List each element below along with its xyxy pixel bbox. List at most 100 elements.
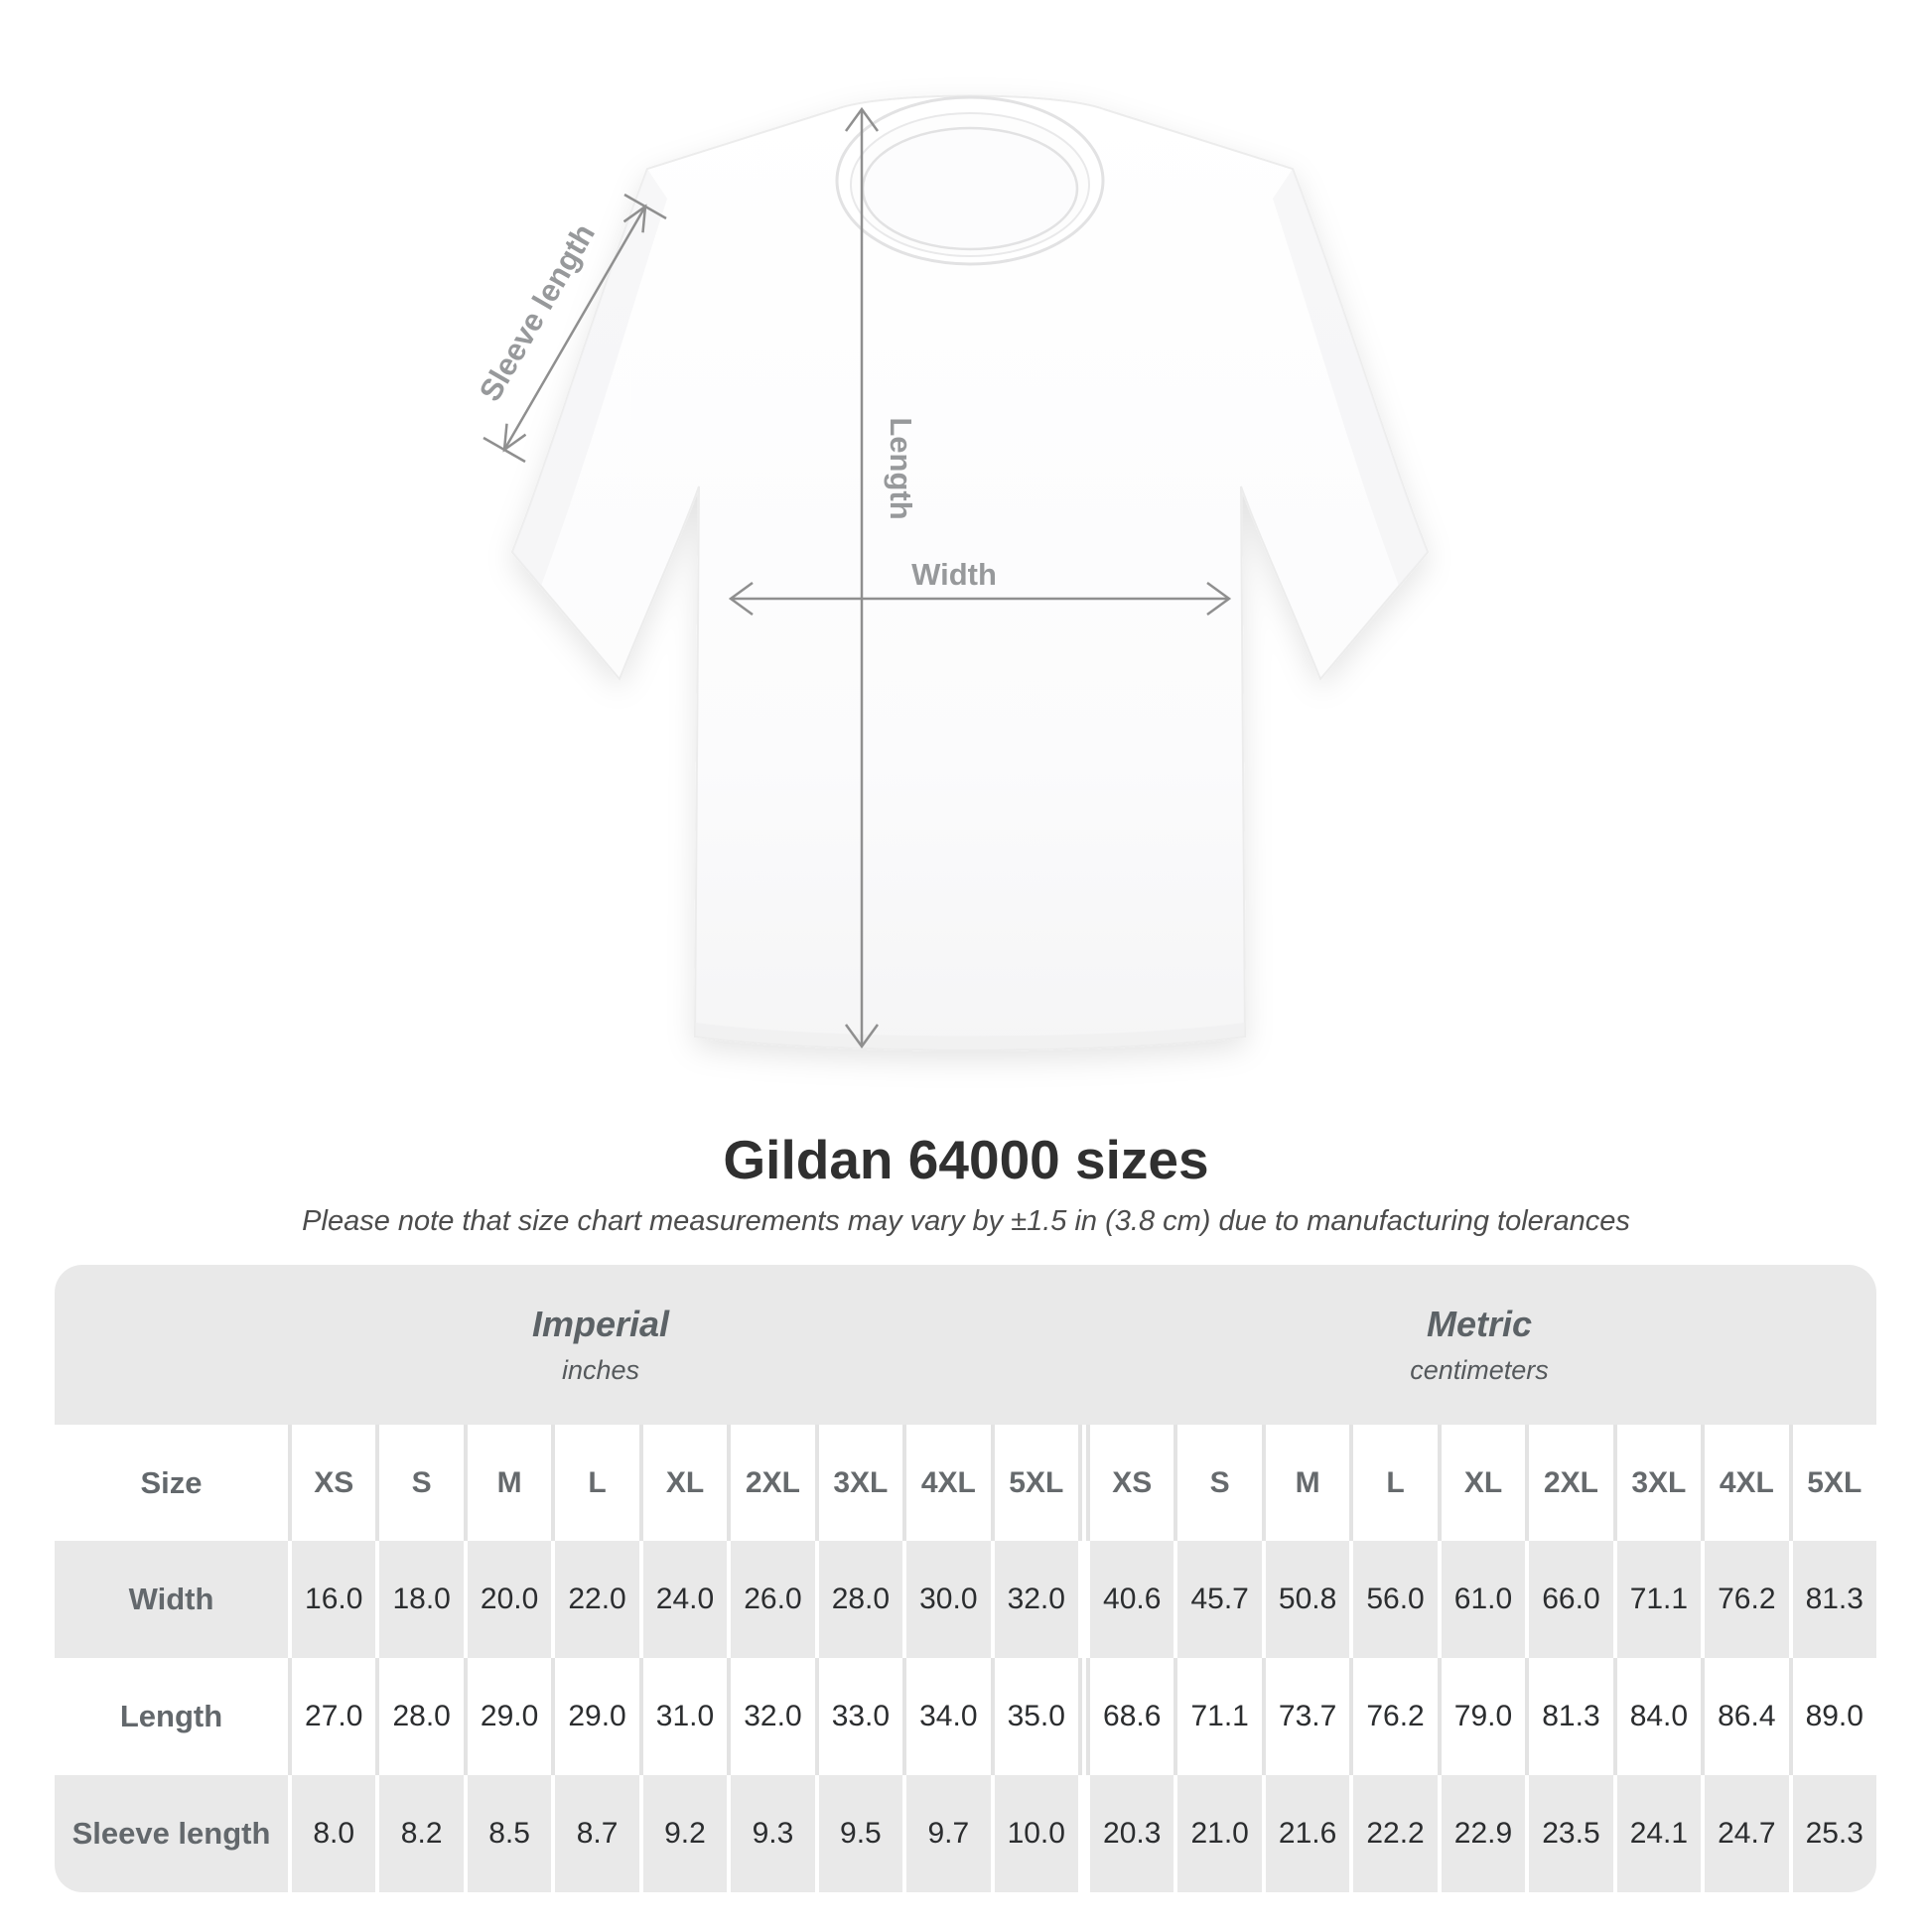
col-imperial-5xl: 5XL xyxy=(990,1425,1078,1541)
width-label: Width xyxy=(911,557,997,592)
unit-name-metric: Metric xyxy=(1426,1304,1533,1344)
value-cell: 32.0 xyxy=(727,1658,814,1775)
value-cell: 28.0 xyxy=(814,1541,902,1658)
value-cell: 8.0 xyxy=(288,1775,375,1892)
width-arrow xyxy=(728,581,1232,617)
tshirt-image xyxy=(510,94,1430,1051)
value-cell: 9.5 xyxy=(814,1775,902,1892)
value-cell: 20.0 xyxy=(463,1541,551,1658)
value-cell: 8.5 xyxy=(463,1775,551,1892)
value-cell: 8.7 xyxy=(551,1775,638,1892)
value-cell: 26.0 xyxy=(727,1541,814,1658)
value-cell: 71.1 xyxy=(1173,1658,1261,1775)
length-arrow xyxy=(844,106,880,1049)
value-cell: 71.1 xyxy=(1612,1541,1701,1658)
value-cell: 32.0 xyxy=(990,1541,1078,1658)
col-imperial-m: M xyxy=(463,1425,551,1541)
value-cell: 30.0 xyxy=(902,1541,990,1658)
value-cell: 28.0 xyxy=(375,1658,463,1775)
value-cell: 22.9 xyxy=(1437,1775,1525,1892)
value-cell: 23.5 xyxy=(1525,1775,1612,1892)
value-cell: 86.4 xyxy=(1701,1658,1788,1775)
value-cell: 73.7 xyxy=(1261,1658,1349,1775)
value-cell: 40.6 xyxy=(1085,1541,1173,1658)
col-metric-s: S xyxy=(1173,1425,1261,1541)
size-chart-table: Imperial inches Metric centimeters Size … xyxy=(55,1265,1876,1892)
row-label: Length xyxy=(119,1699,223,1733)
unit-group-metric: Metric centimeters xyxy=(1410,1265,1549,1425)
col-metric-4xl: 4XL xyxy=(1701,1425,1788,1541)
value-cell: 81.3 xyxy=(1525,1658,1612,1775)
value-cell: 81.3 xyxy=(1788,1541,1876,1658)
value-cell: 76.2 xyxy=(1701,1541,1788,1658)
col-metric-3xl: 3XL xyxy=(1612,1425,1701,1541)
unit-header-band: Imperial inches Metric centimeters xyxy=(55,1265,1876,1425)
value-cell: 61.0 xyxy=(1437,1541,1525,1658)
col-imperial-s: S xyxy=(375,1425,463,1541)
value-cell: 29.0 xyxy=(551,1658,638,1775)
value-cell: 27.0 xyxy=(288,1658,375,1775)
unit-name-imperial: Imperial xyxy=(531,1304,670,1344)
value-cell: 20.3 xyxy=(1085,1775,1173,1892)
value-cell: 22.2 xyxy=(1349,1775,1437,1892)
table-row-length: Length 27.0 28.0 29.0 29.0 31.0 32.0 33.… xyxy=(55,1658,1876,1775)
value-cell: 21.0 xyxy=(1173,1775,1261,1892)
group-divider xyxy=(1077,1658,1086,1775)
value-cell: 9.2 xyxy=(638,1775,727,1892)
group-divider xyxy=(1077,1775,1086,1892)
value-cell: 21.6 xyxy=(1261,1775,1349,1892)
col-imperial-2xl: 2XL xyxy=(727,1425,814,1541)
group-divider xyxy=(1077,1425,1086,1541)
col-imperial-l: L xyxy=(551,1425,638,1541)
value-cell: 24.1 xyxy=(1612,1775,1701,1892)
value-cell: 9.7 xyxy=(902,1775,990,1892)
value-cell: 31.0 xyxy=(638,1658,727,1775)
value-cell: 10.0 xyxy=(990,1775,1078,1892)
col-metric-xl: XL xyxy=(1437,1425,1525,1541)
value-cell: 22.0 xyxy=(551,1541,638,1658)
value-cell: 79.0 xyxy=(1437,1658,1525,1775)
col-metric-xs: XS xyxy=(1085,1425,1173,1541)
size-header-row: Size XS S M L XL 2XL 3XL 4XL 5XL XS S M … xyxy=(55,1425,1876,1541)
row-label: Width xyxy=(128,1582,214,1616)
value-cell: 66.0 xyxy=(1525,1541,1612,1658)
value-cell: 25.3 xyxy=(1788,1775,1876,1892)
value-cell: 45.7 xyxy=(1173,1541,1261,1658)
tolerance-note: Please note that size chart measurements… xyxy=(302,1205,1630,1237)
value-cell: 50.8 xyxy=(1261,1541,1349,1658)
size-header-label: Size xyxy=(140,1464,203,1500)
value-cell: 29.0 xyxy=(463,1658,551,1775)
unit-sub-imperial: inches xyxy=(561,1355,640,1385)
col-imperial-4xl: 4XL xyxy=(902,1425,990,1541)
col-metric-l: L xyxy=(1349,1425,1437,1541)
value-cell: 34.0 xyxy=(902,1658,990,1775)
value-cell: 18.0 xyxy=(375,1541,463,1658)
sleeve-length-arrow xyxy=(483,193,667,464)
value-cell: 24.0 xyxy=(638,1541,727,1658)
value-cell: 33.0 xyxy=(814,1658,902,1775)
page-title: Gildan 64000 sizes xyxy=(723,1129,1209,1190)
col-metric-2xl: 2XL xyxy=(1525,1425,1612,1541)
value-cell: 35.0 xyxy=(990,1658,1078,1775)
value-cell: 8.2 xyxy=(375,1775,463,1892)
value-cell: 24.7 xyxy=(1701,1775,1788,1892)
value-cell: 89.0 xyxy=(1788,1658,1876,1775)
value-cell: 84.0 xyxy=(1612,1658,1701,1775)
table-row-sleeve-length: Sleeve length 8.0 8.2 8.5 8.7 9.2 9.3 9.… xyxy=(55,1775,1876,1892)
group-divider xyxy=(1077,1541,1086,1658)
value-cell: 16.0 xyxy=(288,1541,375,1658)
length-label: Length xyxy=(884,417,918,519)
col-imperial-xs: XS xyxy=(288,1425,375,1541)
unit-sub-metric: centimeters xyxy=(1410,1355,1549,1385)
value-cell: 56.0 xyxy=(1349,1541,1437,1658)
value-cell: 68.6 xyxy=(1085,1658,1173,1775)
col-metric-m: M xyxy=(1261,1425,1349,1541)
heading-block: Gildan 64000 sizes Please note that size… xyxy=(0,1130,1932,1238)
row-label: Sleeve length xyxy=(71,1816,271,1851)
value-cell: 76.2 xyxy=(1349,1658,1437,1775)
col-metric-5xl: 5XL xyxy=(1788,1425,1876,1541)
tshirt-measurement-diagram: Sleeve length Length Width xyxy=(473,94,1430,1051)
col-imperial-3xl: 3XL xyxy=(814,1425,902,1541)
unit-group-imperial: Imperial inches xyxy=(532,1265,669,1425)
value-cell: 9.3 xyxy=(727,1775,814,1892)
